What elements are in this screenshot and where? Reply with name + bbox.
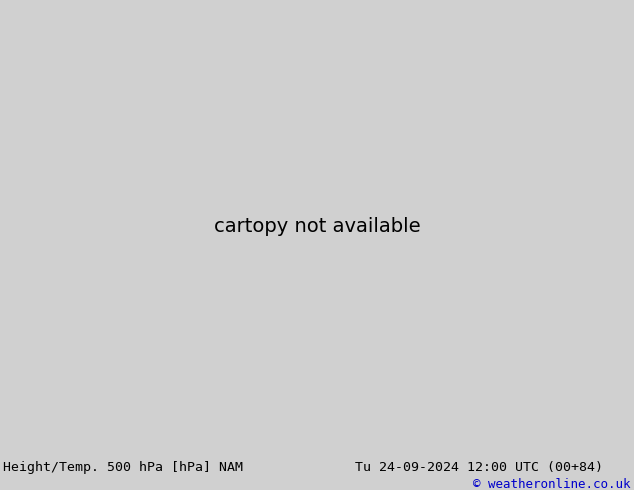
Text: Height/Temp. 500 hPa [hPa] NAM: Height/Temp. 500 hPa [hPa] NAM (3, 462, 243, 474)
Text: cartopy not available: cartopy not available (214, 217, 420, 236)
Text: Tu 24-09-2024 12:00 UTC (00+84): Tu 24-09-2024 12:00 UTC (00+84) (355, 462, 603, 474)
Text: © weatheronline.co.uk: © weatheronline.co.uk (474, 478, 631, 490)
